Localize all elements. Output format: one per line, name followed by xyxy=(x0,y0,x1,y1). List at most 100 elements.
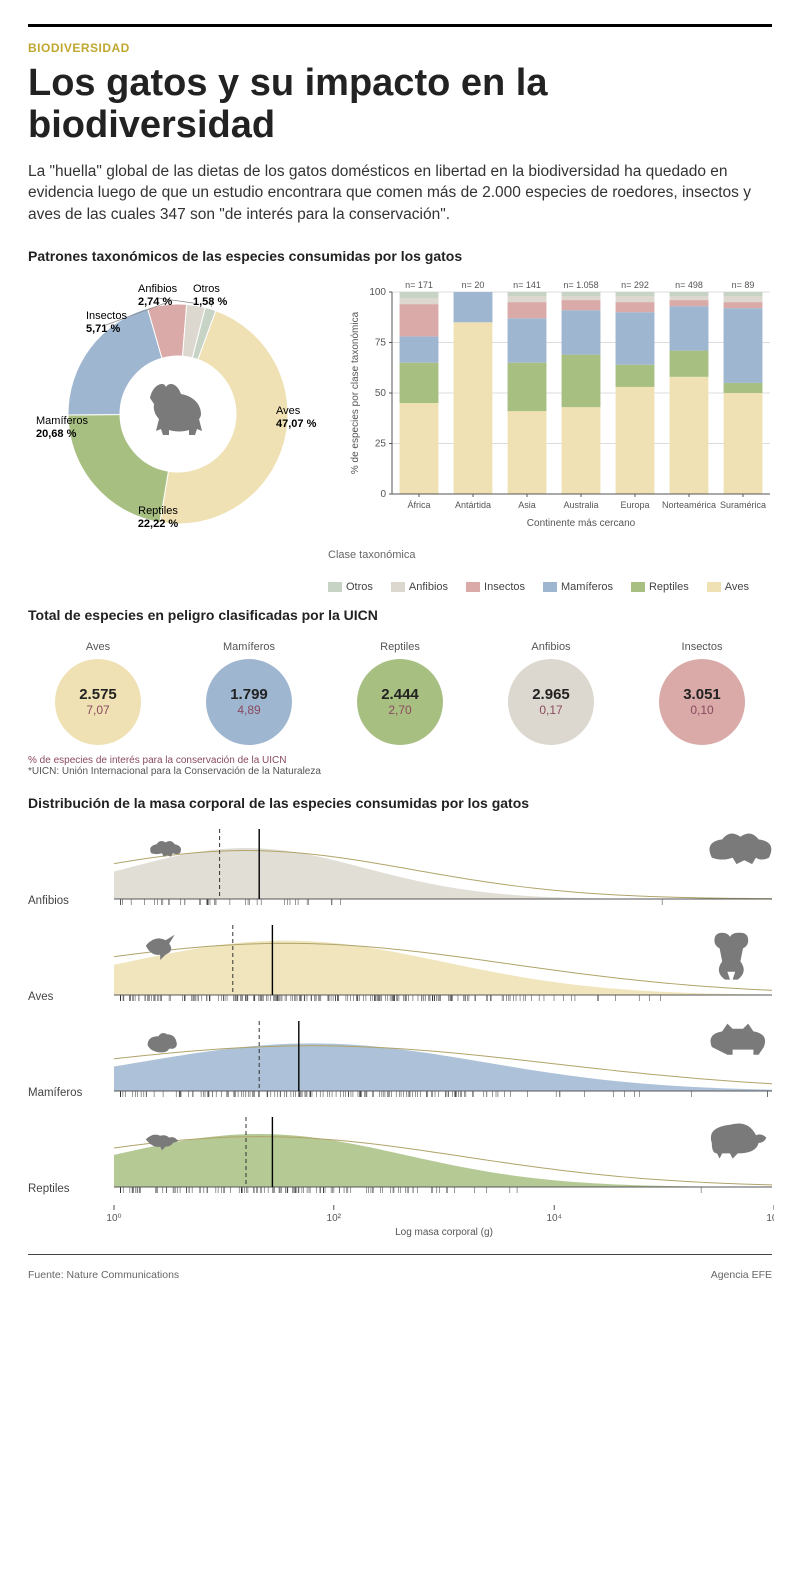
svg-text:n= 171: n= 171 xyxy=(405,280,433,290)
density-row: Aves xyxy=(28,917,772,1009)
svg-text:0: 0 xyxy=(380,489,386,500)
uicn-total: 3.051 xyxy=(683,686,721,703)
svg-text:n= 20: n= 20 xyxy=(462,280,485,290)
density-label: Reptiles xyxy=(28,1183,108,1201)
svg-text:n= 292: n= 292 xyxy=(621,280,649,290)
svg-text:Suramérica: Suramérica xyxy=(720,500,766,510)
uicn-pct: 2,70 xyxy=(388,703,411,717)
svg-text:Reptiles: Reptiles xyxy=(138,505,178,517)
uicn-pct: 7,07 xyxy=(86,703,109,717)
uicn-pct: 4,89 xyxy=(237,703,260,717)
svg-text:50: 50 xyxy=(375,388,387,399)
uicn-label: Aves xyxy=(38,641,158,653)
svg-text:n= 498: n= 498 xyxy=(675,280,703,290)
uicn-pct: 0,17 xyxy=(539,703,562,717)
svg-text:Norteamérica: Norteamérica xyxy=(662,500,716,510)
uicn-note-def: *UICN: Unión Internacional para la Conse… xyxy=(28,766,772,777)
svg-text:Continente más cercano: Continente más cercano xyxy=(527,518,636,529)
uicn-circle: 1.799 4,89 xyxy=(206,659,292,745)
svg-text:10²: 10² xyxy=(327,1213,342,1224)
headline: Los gatos y su impacto en la biodiversid… xyxy=(28,63,772,147)
kicker: BIODIVERSIDAD xyxy=(28,41,772,55)
svg-text:Asia: Asia xyxy=(518,500,536,510)
svg-text:Log masa corporal (g): Log masa corporal (g) xyxy=(395,1227,493,1238)
uicn-circle: 3.051 0,10 xyxy=(659,659,745,745)
uicn-item: Aves 2.575 7,07 xyxy=(38,641,158,745)
svg-text:Otros: Otros xyxy=(193,283,220,295)
density-row: Reptiles xyxy=(28,1109,772,1201)
legend-item: Insectos xyxy=(466,581,525,593)
svg-text:Australia: Australia xyxy=(563,500,598,510)
uicn-pct: 0,10 xyxy=(690,703,713,717)
svg-text:10⁰: 10⁰ xyxy=(106,1213,121,1224)
svg-text:47,07 %: 47,07 % xyxy=(276,418,317,430)
uicn-item: Anfibios 2.965 0,17 xyxy=(491,641,611,745)
donut-chart: Aves47,07 % Reptiles22,22 % Mamíferos20,68… xyxy=(28,274,328,539)
svg-text:10⁴: 10⁴ xyxy=(547,1213,562,1224)
density-label: Aves xyxy=(28,991,108,1009)
uicn-circle: 2.575 7,07 xyxy=(55,659,141,745)
svg-text:75: 75 xyxy=(375,337,387,348)
legend-item: Reptiles xyxy=(631,581,689,593)
svg-text:Anfibios: Anfibios xyxy=(138,283,178,295)
turtle-icon xyxy=(711,1123,767,1158)
svg-text:Aves: Aves xyxy=(276,405,301,417)
svg-text:África: África xyxy=(407,500,430,510)
density-row: Anfibios xyxy=(28,821,772,913)
legend-item: Otros xyxy=(328,581,373,593)
svg-text:Insectos: Insectos xyxy=(86,310,127,322)
mouse-icon xyxy=(147,1033,176,1052)
density-plot xyxy=(114,1109,772,1201)
svg-text:22,22 %: 22,22 % xyxy=(138,518,179,530)
density-label: Anfibios xyxy=(28,895,108,913)
density-plot xyxy=(114,821,772,913)
density-plot xyxy=(114,917,772,1009)
uicn-total: 2.444 xyxy=(381,686,419,703)
bottom-rule xyxy=(28,1254,772,1255)
svg-text:100: 100 xyxy=(369,287,386,298)
svg-text:n= 141: n= 141 xyxy=(513,280,541,290)
legend: Clase taxonómica Otros Anfibios Insectos Ma… xyxy=(328,549,772,593)
svg-text:% de especies por clase taxonó: % de especies por clase taxonómica xyxy=(350,311,361,474)
svg-text:2,74 %: 2,74 % xyxy=(138,296,172,308)
density-x-axis: 10⁰10²10⁴10⁶Log masa corporal (g) xyxy=(28,1205,772,1244)
uicn-circle: 2.965 0,17 xyxy=(508,659,594,745)
uicn-item: Insectos 3.051 0,10 xyxy=(642,641,762,745)
uicn-label: Mamíferos xyxy=(189,641,309,653)
uicn-item: Mamíferos 1.799 4,89 xyxy=(189,641,309,745)
svg-text:n= 1.058: n= 1.058 xyxy=(563,280,598,290)
uicn-circles: Aves 2.575 7,07 Mamíferos 1.799 4,89 Rep… xyxy=(28,633,772,745)
legend-item: Mamíferos xyxy=(543,581,613,593)
stacked-bar-chart: 0 25 50 75 100 % de especies por clase taxonó… xyxy=(346,274,776,539)
dek: La "huella" global de las dietas de los … xyxy=(28,161,772,226)
svg-text:1,58 %: 1,58 % xyxy=(193,296,227,308)
uicn-item: Reptiles 2.444 2,70 xyxy=(340,641,460,745)
density-plot xyxy=(114,1013,772,1105)
uicn-note-pct: % de especies de interés para la conserv… xyxy=(28,755,772,766)
legend-title: Clase taxonómica xyxy=(328,549,772,561)
uicn-total: 2.575 xyxy=(79,686,117,703)
emu-icon xyxy=(714,932,748,979)
top-rule xyxy=(28,24,772,27)
legend-item: Anfibios xyxy=(391,581,448,593)
uicn-circle: 2.444 2,70 xyxy=(357,659,443,745)
frog-big-icon xyxy=(709,833,771,864)
uicn-label: Insectos xyxy=(642,641,762,653)
section1-title: Patrones taxonómicos de las especies con… xyxy=(28,248,772,264)
svg-text:5,71 %: 5,71 % xyxy=(86,323,120,335)
uicn-label: Anfibios xyxy=(491,641,611,653)
footer-agency: Agencia EFE xyxy=(711,1269,772,1281)
svg-text:Europa: Europa xyxy=(620,500,649,510)
uicn-total: 2.965 xyxy=(532,686,570,703)
density-plots: AnfibiosAvesMamíferosReptiles10⁰10²10⁴10… xyxy=(28,821,772,1244)
svg-text:Mamíferos: Mamíferos xyxy=(36,415,88,427)
uicn-total: 1.799 xyxy=(230,686,268,703)
svg-text:25: 25 xyxy=(375,438,387,449)
density-row: Mamíferos xyxy=(28,1013,772,1105)
section3-title: Distribución de la masa corporal de las … xyxy=(28,795,772,811)
svg-text:n= 89: n= 89 xyxy=(732,280,755,290)
footer-source: Fuente: Nature Communications xyxy=(28,1269,179,1281)
cow-icon xyxy=(710,1023,765,1054)
svg-text:20,68 %: 20,68 % xyxy=(36,428,77,440)
density-label: Mamíferos xyxy=(28,1087,108,1105)
